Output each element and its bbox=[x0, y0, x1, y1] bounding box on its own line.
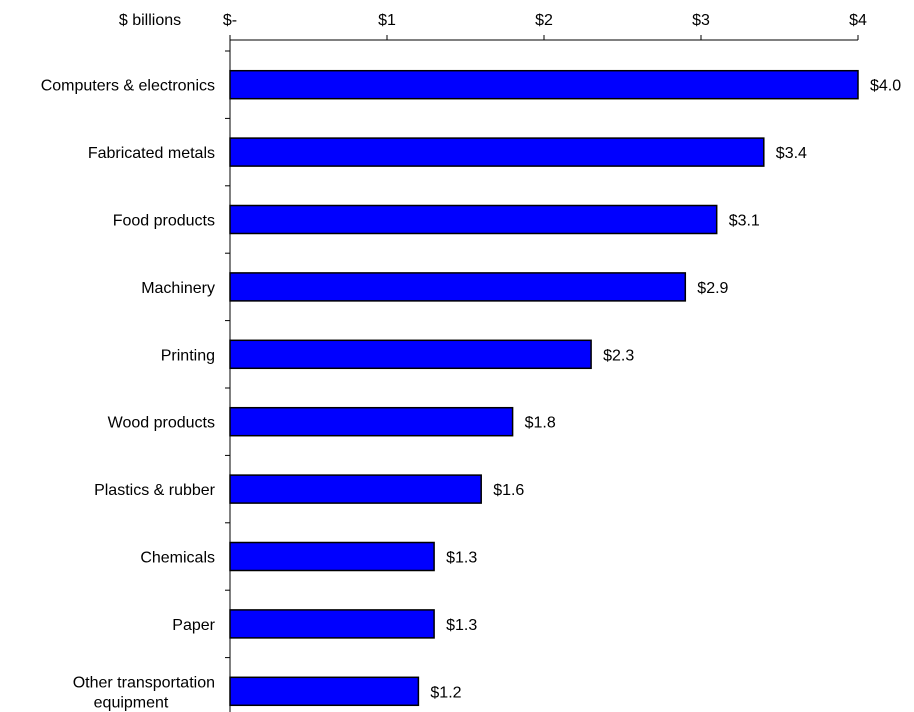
x-tick-label: $4 bbox=[849, 12, 867, 29]
category-label-line: Printing bbox=[161, 347, 215, 364]
category-label-line: Food products bbox=[113, 213, 215, 230]
bars: $4.0 $3.4 $3.1 $2.9 $2.3 $1.8 $1.6 $1.3 $1.3 $1.2 bbox=[229, 69, 901, 707]
category-label-line: Computers & electronics bbox=[41, 78, 215, 95]
category-label-line: Fabricated metals bbox=[88, 145, 215, 162]
category-label-line: Other transportation bbox=[73, 674, 215, 691]
category-label: Other transportation equipment bbox=[73, 674, 215, 711]
category-label: Computers & electronics bbox=[41, 78, 215, 95]
data-label: $4.0 bbox=[870, 78, 901, 95]
bar bbox=[229, 406, 514, 437]
bar bbox=[229, 272, 687, 302]
bar bbox=[229, 339, 592, 370]
bar bbox=[229, 204, 718, 235]
unit-label: $ billions bbox=[119, 12, 181, 29]
category-label: Food products bbox=[113, 213, 215, 230]
category-label: Plastics & rubber bbox=[94, 482, 216, 499]
data-label: $2.9 bbox=[697, 280, 728, 297]
data-label: $2.3 bbox=[603, 347, 634, 364]
x-tick-label: $- bbox=[223, 12, 237, 29]
bar bbox=[229, 609, 435, 639]
data-label: $3.4 bbox=[776, 145, 807, 162]
bar bbox=[229, 676, 420, 707]
category-label-line: Plastics & rubber bbox=[94, 482, 216, 499]
category-label-line: Machinery bbox=[141, 280, 215, 297]
data-label: $1.2 bbox=[430, 684, 461, 701]
category-label: Chemicals bbox=[140, 550, 215, 567]
category-label: Machinery bbox=[141, 280, 215, 297]
data-label: $1.3 bbox=[446, 550, 477, 567]
bar bbox=[229, 137, 765, 167]
x-tick-label: $3 bbox=[692, 12, 710, 29]
bar bbox=[229, 541, 435, 572]
category-label-line: Wood products bbox=[108, 415, 215, 432]
category-label-line: equipment bbox=[94, 694, 169, 711]
category-label: Wood products bbox=[108, 415, 215, 432]
bar bbox=[229, 474, 482, 504]
category-label-line: Chemicals bbox=[140, 550, 215, 567]
data-label: $1.6 bbox=[493, 482, 524, 499]
category-label: Paper bbox=[172, 617, 215, 634]
category-labels: Computers & electronics Fabricated metals… bbox=[41, 78, 216, 712]
x-tick-label: $2 bbox=[535, 12, 553, 29]
data-label: $1.3 bbox=[446, 617, 477, 634]
data-label: $3.1 bbox=[729, 213, 760, 230]
category-label: Printing bbox=[161, 347, 215, 364]
x-tick-label: $1 bbox=[378, 12, 396, 29]
data-label: $1.8 bbox=[525, 415, 556, 432]
category-label-line: Paper bbox=[172, 617, 215, 634]
bar bbox=[229, 69, 859, 100]
category-label: Fabricated metals bbox=[88, 145, 215, 162]
